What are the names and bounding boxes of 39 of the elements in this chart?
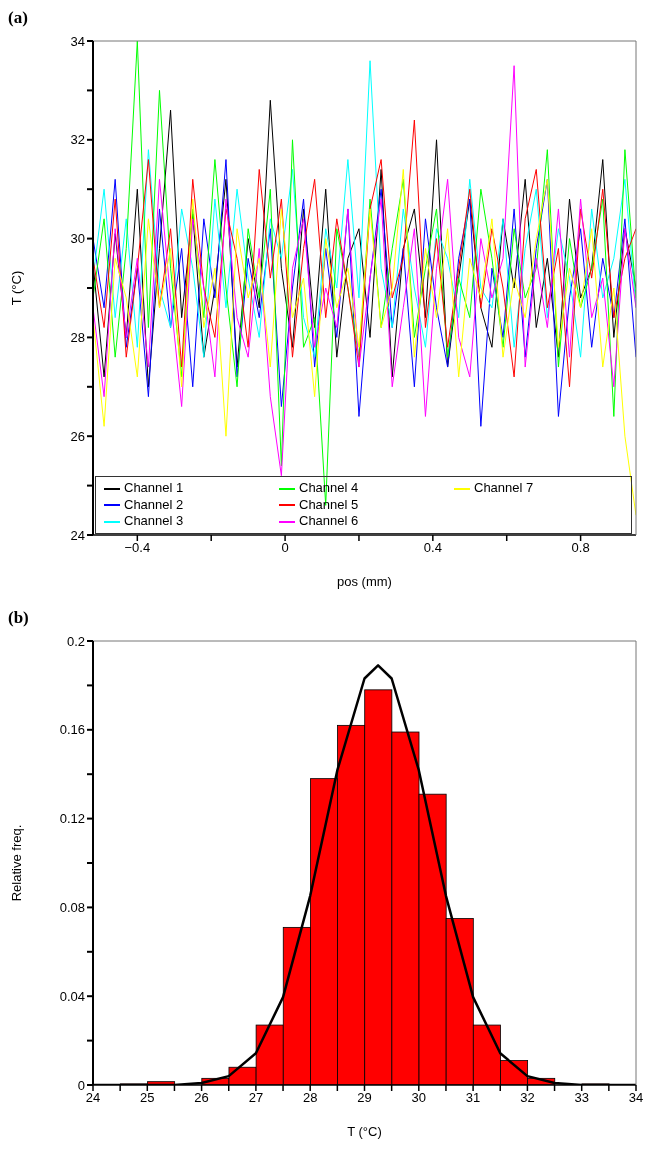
x-tick-label: 0.4: [423, 540, 442, 556]
y-tick-label: 0.04: [59, 988, 85, 1004]
y-tick-label: 0.12: [59, 811, 85, 827]
legend-label: Channel 7: [474, 480, 534, 496]
y-tick-label: 0: [77, 1077, 85, 1093]
legend-label: Channel 5: [299, 496, 359, 512]
y-tick-label: 28: [70, 330, 85, 346]
legend-label: Channel 2: [124, 496, 184, 512]
y-tick-label: 0.08: [59, 900, 85, 916]
y-tick-label: 26: [70, 428, 85, 444]
y-tick-label: 24: [70, 527, 85, 543]
x-tick-label: 34: [628, 1090, 644, 1106]
x-tick-label: 32: [520, 1090, 535, 1106]
x-tick-label: 25: [140, 1090, 155, 1106]
y-axis-title: Relative freq.: [8, 824, 24, 902]
text: (b): [8, 608, 30, 629]
x-tick-label: 26: [194, 1090, 209, 1106]
x-tick-label: 0.8: [571, 540, 590, 556]
x-tick-label: 30: [411, 1090, 427, 1106]
x-tick-label: 24: [85, 1090, 101, 1106]
x-tick-label: −0.4: [124, 540, 151, 556]
legend-label: Channel 3: [124, 513, 184, 529]
x-tick-label: 0: [281, 540, 289, 556]
legend-label: Channel 1: [124, 480, 184, 496]
y-tick-label: 30: [70, 231, 85, 247]
x-tick-label: 31: [465, 1090, 481, 1106]
x-axis-title: T (°C): [347, 1124, 382, 1139]
y-tick-label: 0.2: [66, 633, 85, 649]
y-tick-label: 32: [70, 132, 85, 148]
x-tick-label: 29: [357, 1090, 372, 1106]
y-axis-title: T (°C): [8, 270, 24, 306]
legend-label: Channel 6: [299, 513, 359, 529]
y-tick-label: 34: [70, 33, 85, 49]
text: (a): [8, 8, 29, 29]
y-tick-label: 0.16: [59, 722, 85, 738]
x-tick-label: 27: [248, 1090, 264, 1106]
x-tick-label: 33: [574, 1090, 589, 1106]
x-tick-label: 28: [302, 1090, 318, 1106]
x-axis-title: pos (mm): [337, 574, 392, 589]
